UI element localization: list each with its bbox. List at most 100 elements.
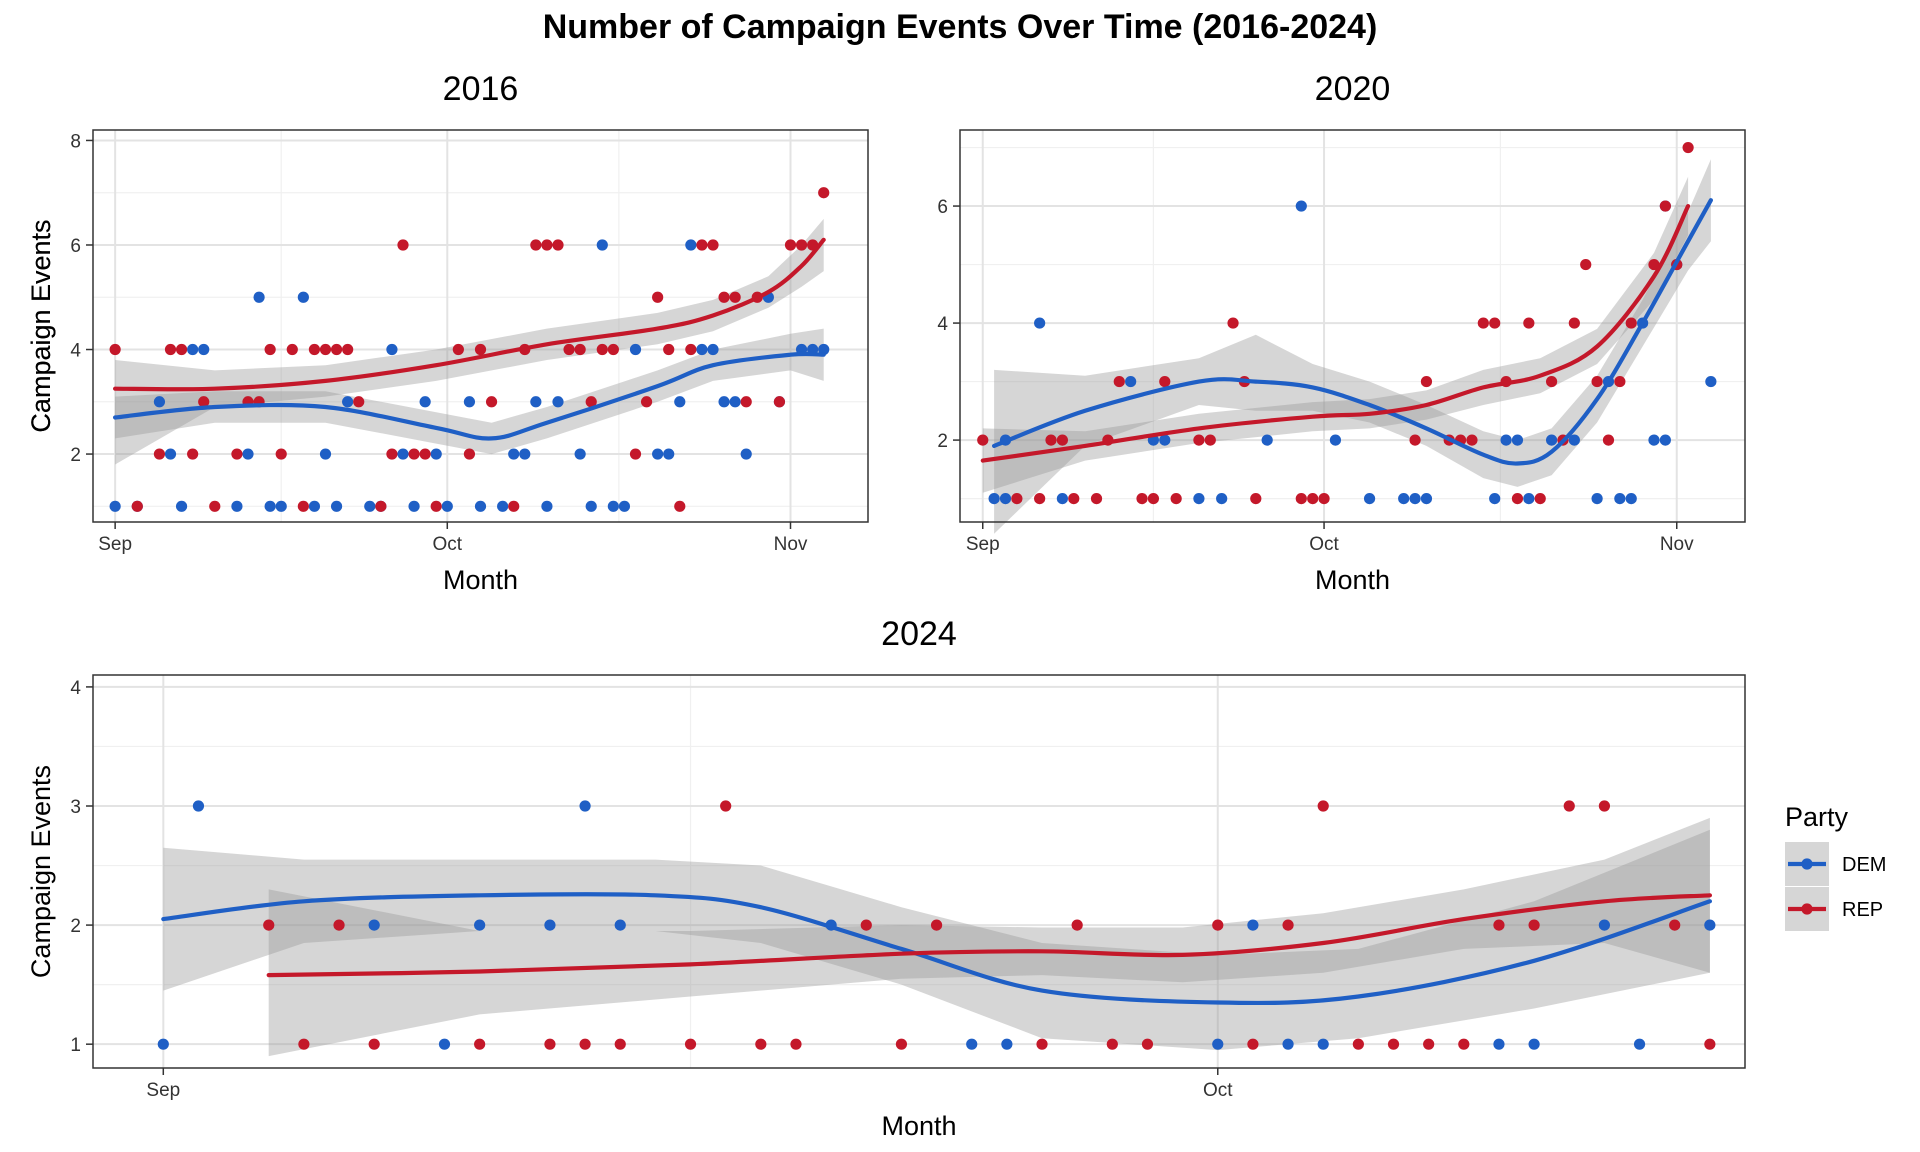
data-point-DEM: [541, 500, 553, 512]
data-point-REP: [397, 239, 409, 251]
data-point-REP: [1247, 1038, 1259, 1050]
data-point-DEM: [652, 448, 664, 460]
data-point-REP: [1141, 1038, 1154, 1050]
data-point-DEM: [463, 396, 476, 408]
data-point-REP: [684, 1038, 697, 1050]
data-point-DEM: [397, 448, 409, 460]
data-point-REP: [629, 448, 642, 460]
trend-line-REP: [980, 204, 1691, 463]
data-point-REP: [596, 343, 608, 356]
data-point-REP: [977, 434, 989, 446]
data-point-REP: [308, 343, 321, 356]
data-point-REP: [231, 448, 243, 460]
data-point-REP: [1420, 375, 1433, 388]
x-tick-label: Nov: [774, 534, 808, 555]
trend-line-REP: [113, 237, 826, 392]
legend-label-REP: REP: [1842, 899, 1883, 921]
data-point-DEM: [1705, 375, 1717, 388]
y-tick-label: 6: [70, 236, 81, 257]
data-point-DEM: [1282, 1038, 1294, 1050]
data-point-DEM: [264, 500, 276, 512]
data-point-REP: [1147, 492, 1160, 505]
data-point-DEM: [364, 500, 376, 512]
data-point-REP: [408, 448, 420, 460]
data-point-REP: [563, 343, 575, 356]
data-point-REP: [375, 500, 387, 512]
data-point-DEM: [1001, 1038, 1013, 1050]
data-point-DEM: [368, 919, 380, 931]
plot-border: [92, 674, 1746, 1069]
data-point-DEM: [1614, 492, 1626, 505]
data-point-REP: [463, 448, 476, 460]
data-point-REP: [663, 343, 675, 356]
data-point-REP: [1423, 1038, 1435, 1050]
data-point-REP: [1352, 1038, 1364, 1050]
plot-border: [959, 129, 1746, 523]
data-point-REP: [1669, 919, 1681, 931]
data-point-DEM: [674, 396, 686, 408]
data-point-DEM: [685, 239, 697, 251]
data-point-DEM: [419, 396, 431, 408]
data-point-DEM: [408, 500, 420, 512]
y-tick-label: 2: [70, 916, 81, 937]
data-point-REP: [1212, 919, 1224, 931]
data-point-REP: [1409, 434, 1421, 446]
data-point-REP: [1466, 434, 1478, 446]
data-point-DEM: [629, 343, 642, 356]
data-point-DEM: [1633, 1038, 1646, 1050]
data-point-DEM: [729, 396, 741, 408]
data-point-DEM: [1212, 1038, 1224, 1050]
y-axis-label: Campaign Events: [26, 765, 56, 978]
data-point-DEM: [275, 500, 287, 512]
panel-2024: 1 2 3 4 Sep Oct 2024 Month Campaign Events: [26, 615, 1746, 1141]
data-point-REP: [1591, 375, 1603, 388]
x-tick-label: Oct: [433, 534, 463, 555]
y-axis-label: Campaign Events: [26, 219, 56, 432]
x-axis-label: Month: [881, 1111, 956, 1141]
data-point-REP: [1511, 492, 1524, 505]
data-point-REP: [1250, 492, 1262, 505]
data-point-REP: [187, 448, 199, 460]
data-point-REP: [175, 343, 188, 356]
data-point-REP: [1295, 492, 1307, 505]
data-point-REP: [1068, 492, 1080, 505]
data-point-DEM: [1398, 492, 1410, 505]
data-point-REP: [430, 500, 442, 512]
trend-line-DEM: [992, 198, 1713, 466]
data-point-REP: [1598, 800, 1611, 812]
data-point-DEM: [530, 396, 542, 408]
data-point-REP: [1704, 1038, 1716, 1050]
data-point-DEM: [430, 448, 442, 460]
data-point-DEM: [164, 448, 177, 460]
data-point-DEM: [308, 500, 321, 512]
data-point-REP: [1193, 434, 1205, 446]
y-tick-label: 1: [70, 1035, 81, 1056]
data-point-DEM: [552, 396, 564, 408]
data-point-DEM: [253, 291, 265, 303]
data-point-REP: [729, 291, 741, 303]
data-point-DEM: [1363, 492, 1376, 505]
data-point-REP: [1489, 317, 1501, 329]
data-point-DEM: [508, 448, 520, 460]
data-point-DEM: [585, 500, 597, 512]
data-point-DEM: [1568, 434, 1580, 446]
data-point-DEM: [618, 500, 631, 512]
data-point-DEM: [718, 396, 730, 408]
figure-title: Number of Campaign Events Over Time (201…: [542, 8, 1378, 46]
data-point-REP: [419, 448, 431, 460]
data-point-DEM: [242, 448, 254, 460]
panel-title: 2016: [443, 70, 519, 108]
data-point-DEM: [1598, 919, 1611, 931]
x-axis-label: Month: [443, 565, 518, 595]
data-point-REP: [755, 1038, 767, 1050]
data-point-REP: [1090, 492, 1103, 505]
data-point-DEM: [1511, 434, 1524, 446]
x-tick-label: Sep: [966, 534, 1000, 555]
data-point-DEM: [614, 919, 626, 931]
x-axis-label: Month: [1315, 565, 1390, 595]
data-point-REP: [1682, 141, 1694, 154]
data-point-REP: [574, 343, 586, 356]
data-point-DEM: [342, 396, 354, 408]
